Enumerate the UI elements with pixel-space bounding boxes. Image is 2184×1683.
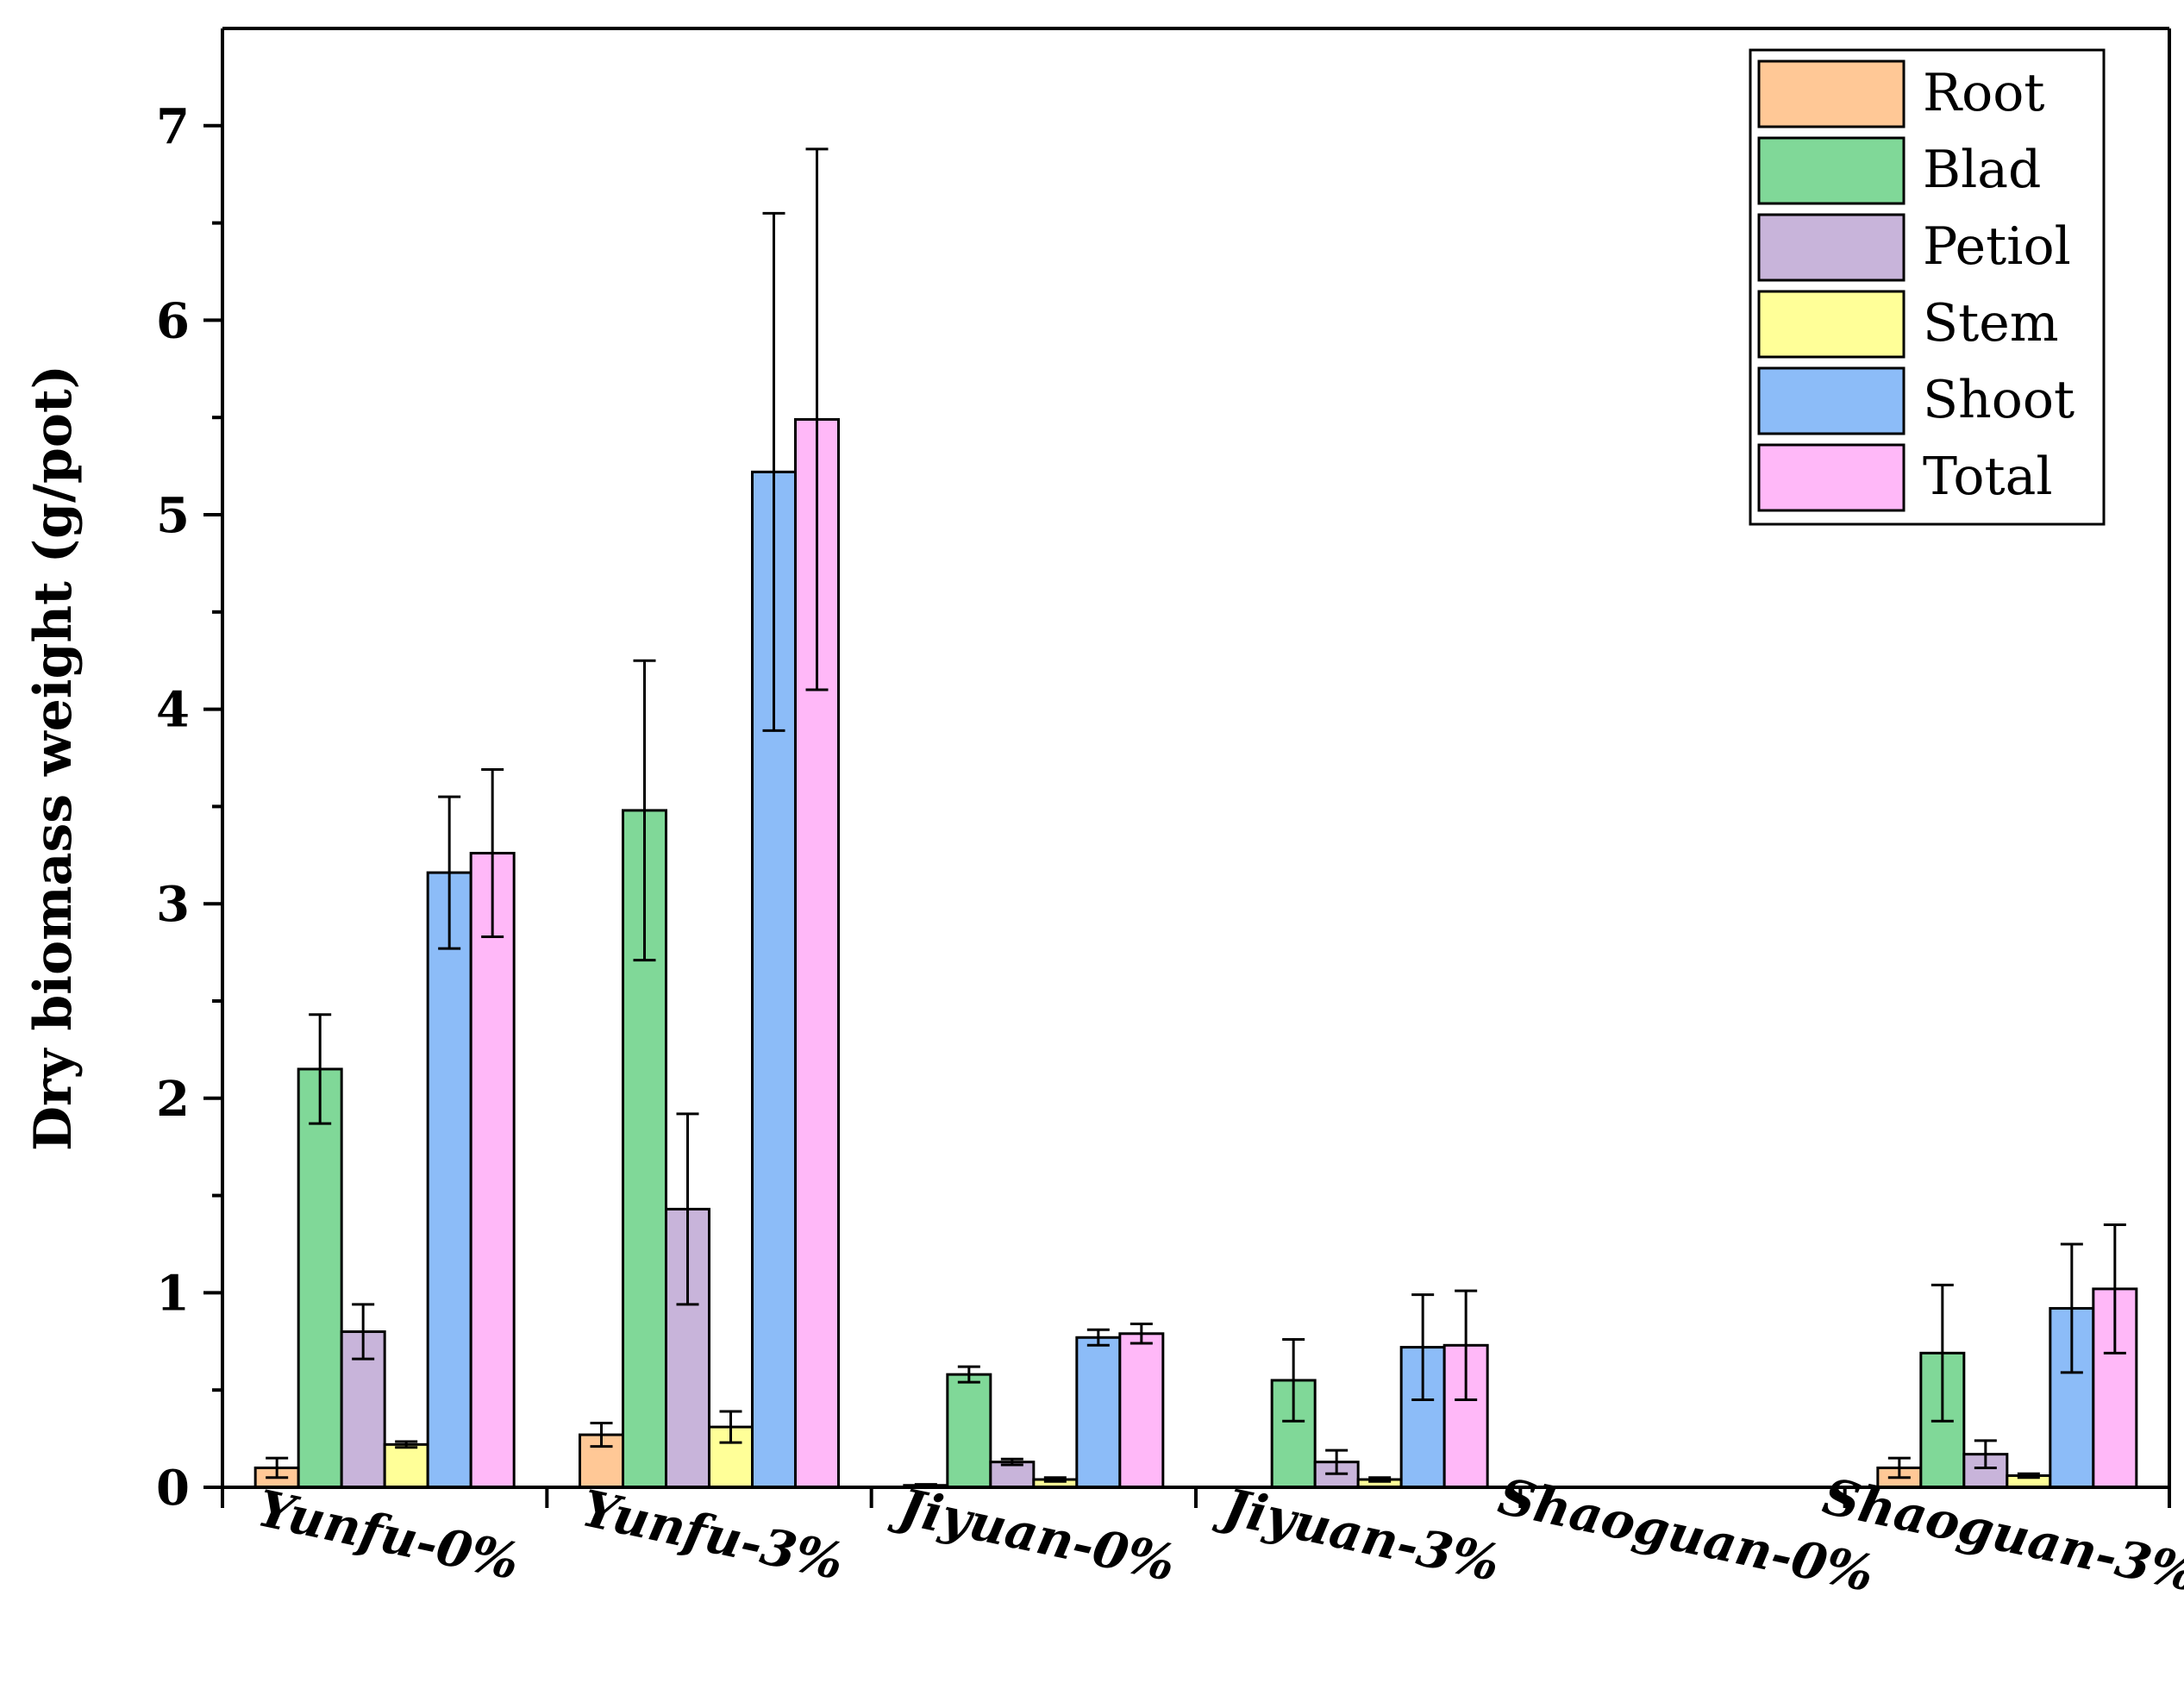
y-tick-label: 2: [156, 1071, 190, 1128]
legend-swatch-total: [1757, 443, 1906, 512]
bar-total-0: [469, 852, 516, 1489]
y-tick-label: 5: [156, 487, 190, 544]
y-tick-label: 6: [156, 292, 190, 349]
bar-total-2: [1118, 1332, 1165, 1489]
legend-label-stem: Stem: [1923, 293, 2059, 353]
bar-shoot-0: [426, 871, 472, 1489]
legend-swatch-petiol: [1757, 213, 1906, 282]
legend-swatch-blad: [1757, 136, 1906, 205]
legend-label-root: Root: [1923, 63, 2045, 123]
bar-blad-0: [297, 1067, 343, 1489]
legend-swatch-stem: [1757, 290, 1906, 359]
error-bars-layer: [266, 147, 2126, 1488]
y-axis-title: Dry biomass weight (g/pot): [23, 365, 84, 1151]
legend-swatch-root: [1757, 59, 1906, 128]
bar-shoot-2: [1075, 1336, 1122, 1489]
y-tick-label: 1: [156, 1265, 190, 1322]
legend-label-shoot: Shoot: [1923, 370, 2074, 430]
legend-label-blad: Blad: [1923, 140, 2041, 200]
bar-blad-2: [946, 1373, 992, 1489]
legend: Root Blad Petiol Stem Shoot Total: [1749, 48, 2106, 526]
y-tick-label: 4: [156, 682, 190, 739]
legend-label-petiol: Petiol: [1923, 216, 2071, 277]
legend-label-total: Total: [1923, 447, 2053, 507]
y-tick-label: 0: [156, 1460, 190, 1517]
y-tick-label: 3: [156, 876, 190, 933]
bar-stem-0: [383, 1442, 429, 1489]
legend-swatch-shoot: [1757, 366, 1906, 435]
y-tick-label: 7: [156, 98, 190, 155]
